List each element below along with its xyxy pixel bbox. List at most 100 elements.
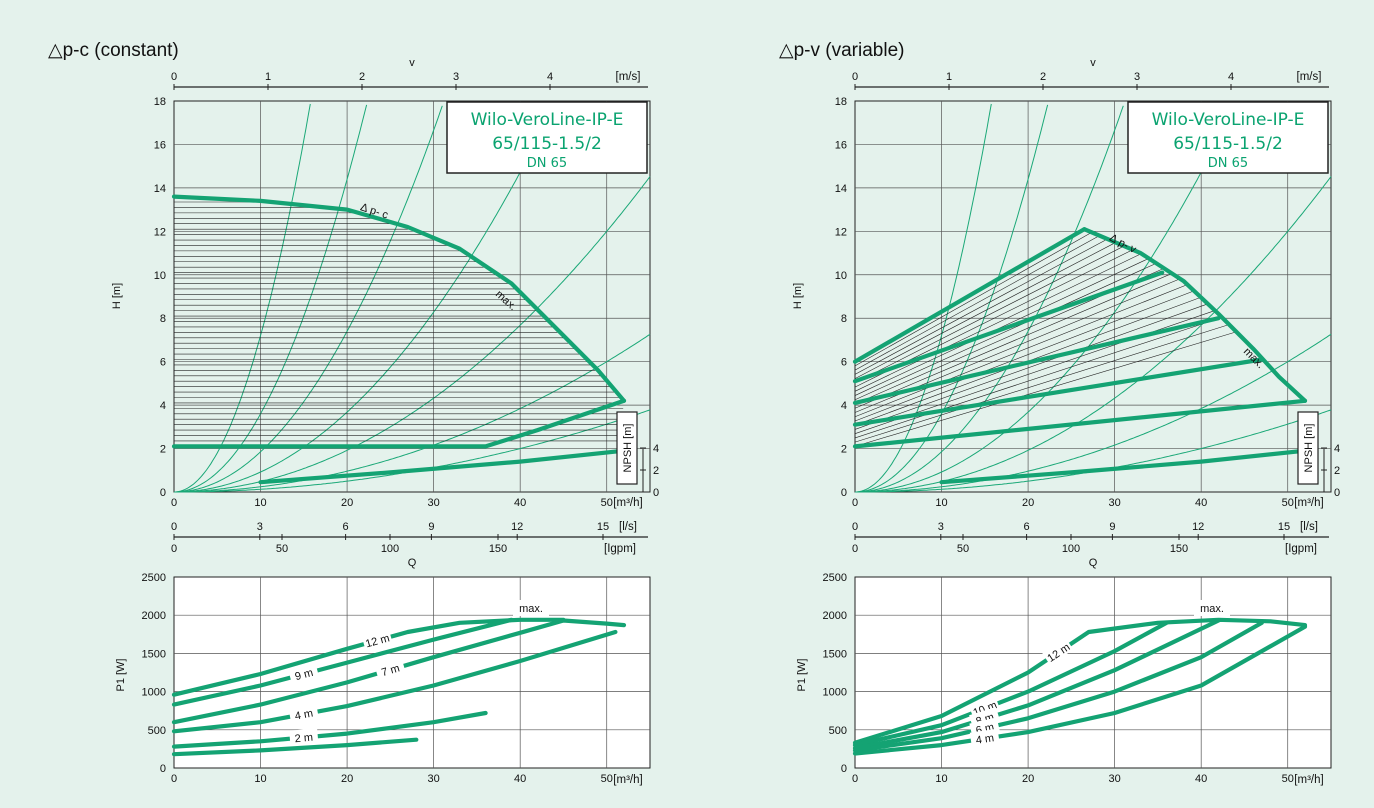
performance-curve: [852, 270, 1165, 384]
upper-plot-frame: [854, 100, 1332, 493]
y-tick-label: 6: [160, 357, 166, 369]
curve-label-bg: [289, 728, 319, 745]
y-tick-label: 14: [835, 183, 847, 195]
lower-y-axis-label: P1 [W]: [115, 658, 127, 691]
velocity-tick-label: 2: [1040, 71, 1046, 83]
lower-x-tick-label: 30: [1109, 773, 1121, 785]
x-tick-label: 10: [935, 497, 947, 509]
ls-tick-label: 12: [1192, 521, 1204, 533]
lower-x-tick-label: 10: [254, 773, 266, 785]
npsh-tick-label: 2: [653, 465, 659, 477]
y-axis-label: H [m]: [792, 283, 804, 309]
power-curve-label: 2 m: [294, 732, 313, 746]
hatch-line: [854, 263, 1157, 401]
velocity-tick-label: 4: [547, 71, 553, 83]
npsh-tick-label: 4: [653, 443, 659, 455]
curve-label: max.: [1241, 346, 1266, 371]
lower-y-tick-label: 2000: [142, 610, 166, 622]
y-tick-label: 16: [835, 139, 847, 151]
hatch-line: [854, 232, 1092, 367]
hatch-line: [854, 290, 1194, 422]
y-tick-label: 0: [160, 487, 166, 499]
npsh-label: NPSH [m]: [1303, 424, 1315, 473]
y-axis-label: H [m]: [111, 283, 123, 309]
npsh-tick-label: 4: [1334, 443, 1340, 455]
y-tick-label: 12: [154, 226, 166, 238]
lower-x-tick-label: 50: [601, 773, 613, 785]
x-unit-label: [m³/h]: [1294, 497, 1323, 509]
q-axis-label: Q: [1089, 557, 1098, 569]
power-curve-label: 9 m: [294, 667, 315, 683]
velocity-tick-label: 4: [1228, 71, 1234, 83]
ls-unit: [l/s]: [1300, 521, 1318, 533]
igpm-tick-label: 0: [852, 543, 858, 555]
lower-y-tick-label: 500: [829, 725, 847, 737]
lower-x-tick-label: 40: [1195, 773, 1207, 785]
y-tick-label: 10: [835, 270, 847, 282]
system-curve: [855, 176, 1332, 493]
ls-tick-label: 3: [257, 521, 263, 533]
igpm-tick-label: 0: [171, 543, 177, 555]
system-curve: [174, 409, 651, 493]
lower-plot-frame: [854, 576, 1332, 769]
product-model: 65/115-1.5/2: [492, 134, 602, 154]
curve-label: ∆ p- v: [1108, 232, 1139, 256]
hatch-line: [854, 235, 1100, 371]
hatch-line: [854, 246, 1124, 384]
power-curve: [852, 620, 1169, 748]
power-curve-label: 4 m: [975, 732, 995, 747]
npsh-label-box: [616, 411, 638, 485]
hatch-line: [854, 303, 1208, 430]
lower-x-tick-label: 10: [935, 773, 947, 785]
y-tick-label: 18: [154, 96, 166, 108]
power-curve: [852, 624, 1308, 756]
lower-x-tick-label: 20: [1022, 773, 1034, 785]
lower-y-tick-label: 0: [160, 763, 166, 775]
performance-curve: [939, 448, 1308, 485]
hatch-line: [854, 253, 1141, 392]
x-tick-label: 40: [514, 497, 526, 509]
performance-curve: [852, 227, 1087, 364]
x-tick-label: 20: [341, 497, 353, 509]
y-tick-label: 2: [841, 444, 847, 456]
lower-y-tick-label: 2500: [142, 572, 166, 584]
ls-tick-label: 6: [343, 521, 349, 533]
system-curve: [174, 176, 651, 493]
lower-y-tick-label: 500: [148, 725, 166, 737]
power-curve: [171, 710, 488, 749]
curve-label-bg: [969, 728, 1000, 747]
ls-tick-label: 9: [1109, 521, 1115, 533]
x-tick-label: 50: [1282, 497, 1294, 509]
y-tick-label: 8: [160, 313, 166, 325]
hatch-line: [854, 317, 1223, 439]
y-tick-label: 14: [154, 183, 166, 195]
y-tick-label: 2: [160, 444, 166, 456]
lower-y-tick-label: 1000: [823, 687, 847, 699]
performance-curve: [852, 316, 1221, 405]
ls-tick-label: 6: [1024, 521, 1030, 533]
power-curve-label: 7 m: [380, 662, 401, 679]
max-label: max.: [1200, 603, 1224, 615]
lower-plot-frame: [173, 576, 651, 769]
curve-label-bg: [288, 703, 319, 723]
ls-tick-label: 0: [171, 521, 177, 533]
x-unit-label: [m³/h]: [613, 497, 642, 509]
igpm-tick-label: 50: [957, 543, 969, 555]
npsh-tick-label: 0: [1334, 487, 1340, 499]
lower-y-tick-label: 1500: [142, 648, 166, 660]
y-tick-label: 18: [835, 96, 847, 108]
system-curve: [174, 105, 443, 493]
hatch-line: [854, 284, 1188, 418]
system-curve: [173, 103, 311, 493]
lower-y-tick-label: 1500: [823, 648, 847, 660]
product-dn: DN 65: [1208, 156, 1248, 171]
y-tick-label: 10: [154, 270, 166, 282]
x-tick-label: 40: [1195, 497, 1207, 509]
max-label-bg: [1194, 600, 1230, 616]
power-curve: [171, 737, 419, 757]
lower-x-unit: [m³/h]: [1294, 774, 1323, 786]
curve-label-bg: [288, 662, 319, 684]
velocity-tick-label: 3: [1134, 71, 1140, 83]
